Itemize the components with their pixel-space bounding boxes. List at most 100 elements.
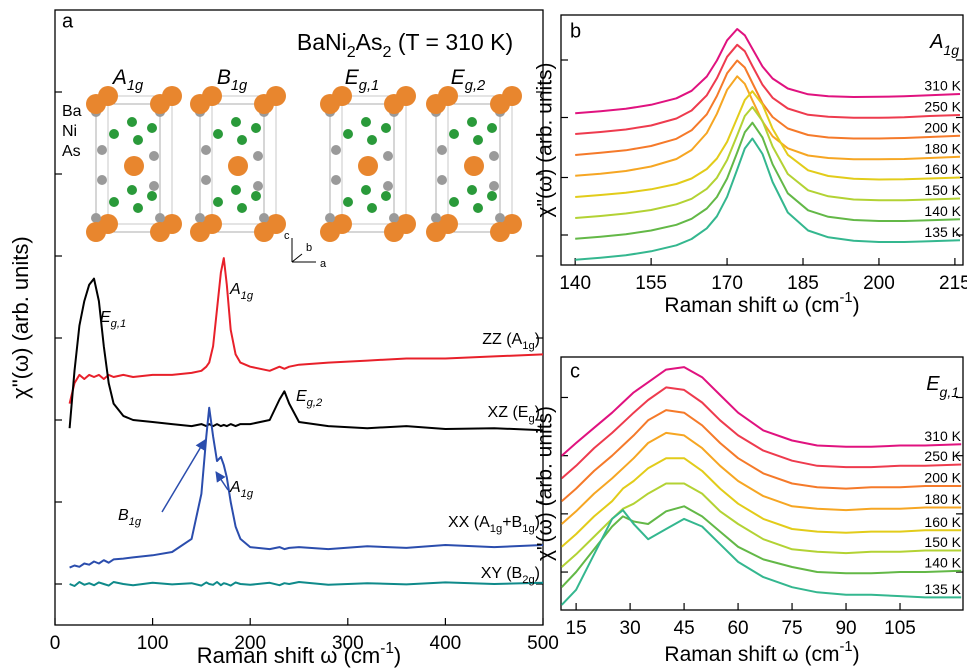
series-line bbox=[70, 258, 543, 404]
atom bbox=[213, 129, 223, 139]
y-axis-label: χ"(ω) (arb. units) bbox=[534, 62, 557, 217]
x-axis-label-part: -1 bbox=[840, 639, 853, 655]
series-line bbox=[562, 367, 962, 456]
mode-label: A1g bbox=[111, 66, 144, 94]
x-axis-label-part: -1 bbox=[380, 640, 394, 657]
atom bbox=[190, 94, 210, 114]
series-line bbox=[70, 408, 543, 568]
atom bbox=[426, 222, 446, 242]
mode-label-part: E bbox=[345, 66, 360, 89]
atom bbox=[437, 145, 447, 155]
atom bbox=[384, 222, 404, 242]
atom bbox=[487, 191, 497, 201]
axis-glyph-label: b bbox=[306, 242, 312, 254]
panel-letter: c bbox=[570, 360, 580, 382]
series-line bbox=[575, 29, 960, 113]
y-axis-label: χ"(ω) (arb. units) bbox=[534, 406, 557, 561]
atom bbox=[389, 213, 399, 223]
atom bbox=[251, 123, 261, 133]
y-axis-label: χ"(ω) (arb. units) bbox=[8, 236, 33, 398]
series-label: ZZ (A1g) bbox=[482, 331, 540, 352]
atom bbox=[489, 151, 499, 161]
atom bbox=[473, 203, 483, 213]
atom bbox=[254, 94, 274, 114]
series-label-part: 1g bbox=[490, 523, 502, 535]
atom-label: Ni bbox=[62, 123, 77, 140]
mode-label-part: A bbox=[929, 31, 943, 53]
atom bbox=[147, 123, 157, 133]
atom bbox=[325, 213, 335, 223]
atom bbox=[253, 181, 263, 191]
atom bbox=[381, 191, 391, 201]
x-tick-label: 90 bbox=[835, 618, 856, 639]
mode-label-part: 1g bbox=[943, 42, 959, 58]
series-label: 250 K bbox=[924, 99, 961, 115]
atom bbox=[190, 222, 210, 242]
x-axis-label-part: Raman shift ω (cm bbox=[664, 643, 839, 666]
x-tick-label: 45 bbox=[674, 618, 695, 639]
atom bbox=[495, 213, 505, 223]
series-label-part: XX (A bbox=[448, 514, 490, 531]
series-line bbox=[562, 387, 962, 478]
atom bbox=[331, 145, 341, 155]
series-label: 150 K bbox=[924, 182, 961, 198]
atom bbox=[320, 222, 340, 242]
atom bbox=[127, 117, 137, 127]
figure: 0100200300400500Raman shift ω (cm-1)χ"(ω… bbox=[0, 0, 967, 670]
peak-label-part: E bbox=[296, 388, 307, 405]
x-tick-label: 185 bbox=[787, 273, 819, 294]
x-tick-label: 215 bbox=[939, 273, 967, 294]
plot-frame bbox=[561, 15, 963, 265]
atom bbox=[254, 222, 274, 242]
arrow bbox=[162, 440, 205, 512]
peak-label: B1g bbox=[118, 507, 142, 528]
x-tick-label: 15 bbox=[566, 618, 587, 639]
mode-label: B1g bbox=[217, 66, 248, 94]
mode-label: A1g bbox=[929, 31, 959, 57]
atom bbox=[109, 129, 119, 139]
axis-glyph bbox=[292, 254, 302, 262]
atom bbox=[437, 175, 447, 185]
x-tick-label: 100 bbox=[137, 633, 169, 654]
mode-label: Eg,1 bbox=[926, 373, 959, 399]
atom bbox=[237, 135, 247, 145]
peak-label-part: 1g bbox=[241, 488, 254, 500]
atom bbox=[201, 175, 211, 185]
atom bbox=[253, 151, 263, 161]
atom bbox=[195, 213, 205, 223]
atom bbox=[361, 185, 371, 195]
peak-label: A1g bbox=[229, 479, 254, 500]
atom bbox=[149, 181, 159, 191]
atom bbox=[91, 213, 101, 223]
series-label-part: ) bbox=[535, 565, 540, 582]
atom bbox=[231, 117, 241, 127]
atom bbox=[127, 185, 137, 195]
chart-title-part: (T = 310 K) bbox=[391, 29, 513, 55]
series-label: XX (A1g+B1g) bbox=[448, 514, 540, 535]
peak-label-part: 1g bbox=[241, 290, 254, 302]
x-tick-label: 105 bbox=[884, 618, 916, 639]
atom bbox=[467, 185, 477, 195]
series-label: 160 K bbox=[924, 514, 961, 530]
mode-label-part: 1g bbox=[231, 78, 248, 94]
mode-label-part: 1g bbox=[127, 78, 144, 94]
atom bbox=[358, 156, 378, 176]
atom bbox=[361, 117, 371, 127]
atom bbox=[431, 213, 441, 223]
series-label-part: +B bbox=[502, 514, 522, 531]
x-axis-label-part: Raman shift ω (cm bbox=[197, 643, 380, 668]
atom bbox=[149, 151, 159, 161]
series-line bbox=[575, 139, 960, 260]
atom bbox=[367, 203, 377, 213]
mode-label-part: g,1 bbox=[359, 78, 379, 94]
series-label: 180 K bbox=[924, 491, 961, 507]
peak-label: Eg,2 bbox=[296, 388, 323, 409]
x-tick-label: 500 bbox=[527, 633, 559, 654]
atom-label: As bbox=[62, 143, 81, 160]
atom bbox=[487, 123, 497, 133]
atom bbox=[467, 117, 477, 127]
atom bbox=[383, 151, 393, 161]
series-line bbox=[575, 45, 960, 134]
atom bbox=[464, 156, 484, 176]
axis-glyph-label: a bbox=[320, 258, 327, 270]
